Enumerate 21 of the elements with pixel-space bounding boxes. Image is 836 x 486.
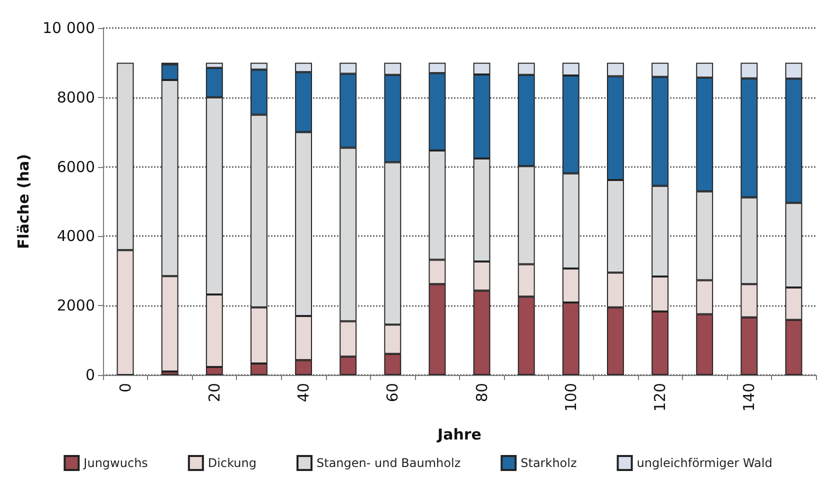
y-tick-label: 0 [85, 366, 95, 384]
y-tick-label: 2000 [56, 296, 95, 315]
x-tick-label: 0 [116, 383, 134, 393]
x-axis-title: Jahre [436, 426, 482, 444]
x-tick-label: 60 [384, 383, 402, 402]
legend-label: ungleichförmiger Wald [636, 456, 772, 470]
y-tick-label: 4000 [56, 227, 95, 246]
y-tick-label: 6000 [56, 158, 95, 176]
x-tick-label: 80 [472, 383, 491, 402]
x-tick-label: 20 [205, 383, 224, 402]
legend-label: Starkholz [520, 456, 577, 470]
y-tick-label: 8000 [56, 88, 95, 106]
x-tick-label: 40 [294, 383, 313, 402]
x-tick-label: 140 [740, 383, 758, 412]
legend-label: Jungwuchs [82, 456, 148, 470]
x-tick-label: 100 [562, 383, 580, 412]
legend-label: Stangen- und Baumholz [316, 456, 461, 470]
y-tick-label: 10 000 [42, 19, 95, 37]
x-tick-label: 120 [651, 383, 670, 412]
y-axis-title: Fläche (ha) [14, 154, 32, 249]
legend-label: Dickung [208, 456, 257, 470]
